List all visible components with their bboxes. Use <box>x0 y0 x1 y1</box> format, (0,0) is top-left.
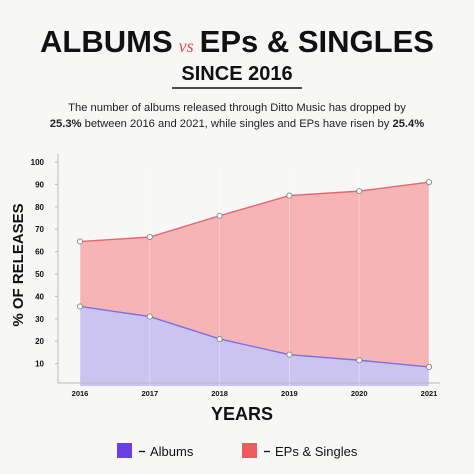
y-tick-label: 10 <box>35 360 44 369</box>
description-text: between 2016 and 2021, while singles and… <box>82 118 393 130</box>
chart-title: ALBUMS vs EPs & SINGLES <box>40 24 434 59</box>
y-tick-label: 40 <box>35 292 44 301</box>
point <box>216 212 223 219</box>
stat: 25.4% <box>392 118 424 130</box>
y-tick-label: 70 <box>35 225 44 234</box>
title-right: EPs & SINGLES <box>200 24 434 59</box>
legend: Albums EPs & Singles <box>117 443 358 459</box>
subtitle: SINCE 2016 <box>181 63 292 85</box>
y-tick-label: 80 <box>35 203 44 212</box>
legend-label: Albums <box>150 444 194 459</box>
y-tick-label: 60 <box>35 248 44 257</box>
area <box>80 306 429 386</box>
line <box>79 181 430 243</box>
line <box>79 305 430 368</box>
y-tick-label: 100 <box>31 158 45 167</box>
y-tick-label: 90 <box>35 180 44 189</box>
legend-label: EPs & Singles <box>275 444 358 459</box>
y-tick-label: 20 <box>35 337 44 346</box>
stat: 25.3% <box>50 118 82 130</box>
y-tick-label: 50 <box>35 270 44 279</box>
legend-swatch <box>242 443 257 458</box>
point <box>425 363 433 371</box>
x-tick-label: 2020 <box>351 389 368 398</box>
x-tick-label: 2019 <box>281 389 298 398</box>
x-axis-label: YEARS <box>211 404 273 424</box>
point <box>286 351 293 358</box>
title-left: ALBUMS <box>40 24 173 59</box>
point <box>146 313 153 320</box>
x-tick-label: 2017 <box>141 389 158 398</box>
description-line: The number of albums released through Di… <box>68 102 406 114</box>
legend-item: Albums <box>117 443 194 459</box>
y-tick-label: 30 <box>35 315 44 324</box>
x-tick-label: 2021 <box>421 389 438 398</box>
point <box>76 238 84 245</box>
plot: 10 20 30 40 50 60 70 80 90 100 2016 2017 2018 2019 202… <box>31 154 440 398</box>
x-tick-label: 2018 <box>211 389 228 398</box>
legend-item: EPs & Singles <box>242 443 358 459</box>
point <box>286 192 293 199</box>
x-tick-label: 2016 <box>72 389 89 398</box>
point <box>146 233 153 241</box>
point <box>356 188 363 195</box>
point <box>76 303 84 310</box>
description-line: 25.3% between 2016 and 2021, while singl… <box>50 118 424 130</box>
title-connector: vs <box>179 36 194 56</box>
y-axis-label: % OF RELEASES <box>10 203 27 326</box>
point <box>216 335 223 343</box>
point <box>356 357 363 364</box>
point <box>425 179 433 186</box>
legend-swatch <box>117 443 132 458</box>
